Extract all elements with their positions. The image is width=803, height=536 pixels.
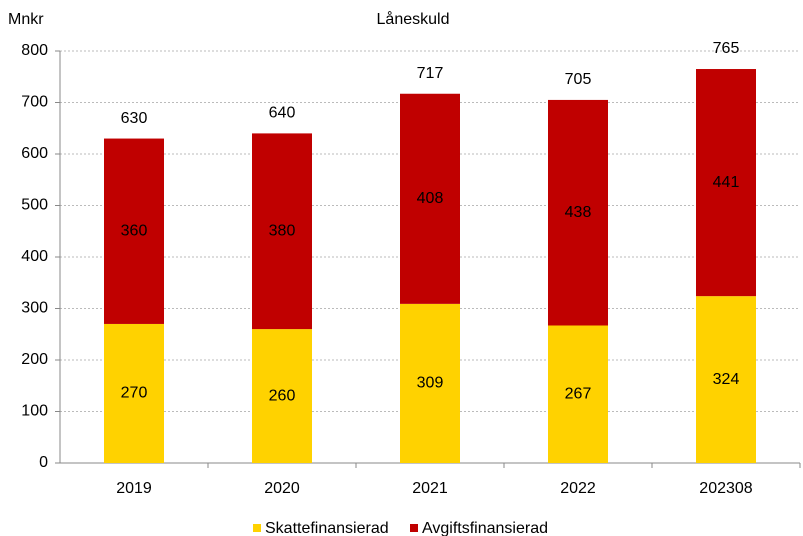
bar-segment xyxy=(400,93,460,304)
value-label: 380 xyxy=(269,222,296,239)
y-tick-label: 0 xyxy=(39,454,48,471)
total-label: 717 xyxy=(417,65,444,82)
y-tick-label: 300 xyxy=(21,300,48,317)
legend-swatch xyxy=(253,524,261,532)
total-label: 640 xyxy=(269,105,296,122)
total-label: 630 xyxy=(121,110,148,127)
y-tick-label: 700 xyxy=(21,94,48,111)
value-label: 260 xyxy=(269,387,296,404)
value-label: 309 xyxy=(417,375,444,392)
total-label: 705 xyxy=(565,71,592,88)
value-label: 441 xyxy=(713,174,740,191)
bar-segment xyxy=(400,303,460,463)
y-tick-label: 800 xyxy=(21,42,48,59)
bar-segment xyxy=(696,296,756,463)
bar-segment xyxy=(252,133,312,330)
bar-segment xyxy=(548,325,608,463)
y-tick-label: 100 xyxy=(21,403,48,420)
y-axis-label: Mnkr xyxy=(8,11,44,28)
value-label: 324 xyxy=(713,371,740,388)
y-tick-label: 400 xyxy=(21,248,48,265)
legend-swatch xyxy=(410,524,418,532)
y-tick-label: 500 xyxy=(21,197,48,214)
value-label: 267 xyxy=(565,385,592,402)
bar-segment xyxy=(548,99,608,326)
legend-label: Skattefinansierad xyxy=(265,520,389,536)
bar-segment xyxy=(104,138,164,324)
value-label: 438 xyxy=(565,204,592,221)
x-tick-label: 2022 xyxy=(560,480,596,497)
x-tick-label: 2019 xyxy=(116,480,152,497)
value-label: 408 xyxy=(417,190,444,207)
x-tick-label: 2020 xyxy=(264,480,300,497)
legend-label: Avgiftsfinansierad xyxy=(422,520,548,536)
y-tick-label: 200 xyxy=(21,351,48,368)
bar-segment xyxy=(104,323,164,463)
bar-segment xyxy=(696,69,756,297)
x-tick-label: 202308 xyxy=(699,480,752,497)
x-tick-label: 2021 xyxy=(412,480,448,497)
value-label: 270 xyxy=(121,385,148,402)
y-tick-label: 600 xyxy=(21,145,48,162)
total-label: 765 xyxy=(713,40,740,57)
value-label: 360 xyxy=(121,222,148,239)
chart-title: Låneskuld xyxy=(377,10,450,28)
bar-segment xyxy=(252,329,312,463)
